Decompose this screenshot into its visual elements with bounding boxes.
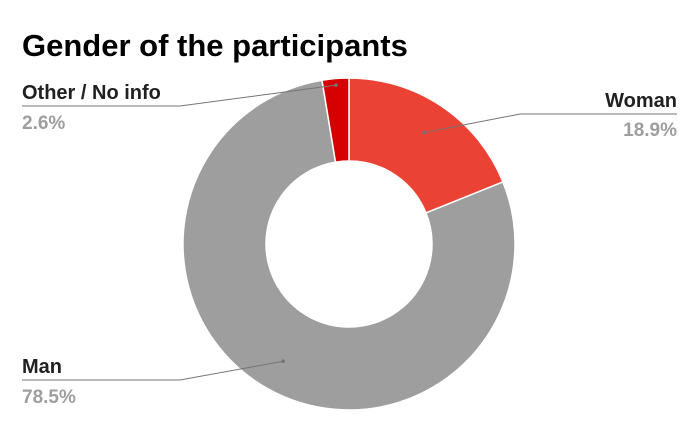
- leader-line-man: [22, 360, 284, 381]
- slice-man: [182, 79, 516, 411]
- label-man: Man: [22, 356, 62, 378]
- value-label-man: 78.5%: [22, 387, 76, 408]
- value-label-other: 2.6%: [22, 113, 65, 134]
- slices-group: [182, 77, 516, 411]
- leader-dot-woman: [422, 130, 427, 135]
- slice-woman: [348, 77, 504, 214]
- leader-line-woman: [424, 113, 677, 134]
- slice-other: [321, 77, 350, 163]
- value-label-woman: 18.9%: [623, 120, 677, 141]
- label-woman: Woman: [605, 90, 677, 112]
- labels-group: Woman 18.9% Man 78.5% Other / No info 2.6%: [22, 82, 677, 408]
- label-other: Other / No info: [22, 82, 161, 104]
- leader-lines-group: [22, 83, 677, 381]
- leader-dot-other: [334, 83, 338, 87]
- chart-title: Gender of the participants: [22, 28, 408, 63]
- leader-dot-man: [281, 359, 285, 364]
- leader-line-other: [22, 84, 337, 107]
